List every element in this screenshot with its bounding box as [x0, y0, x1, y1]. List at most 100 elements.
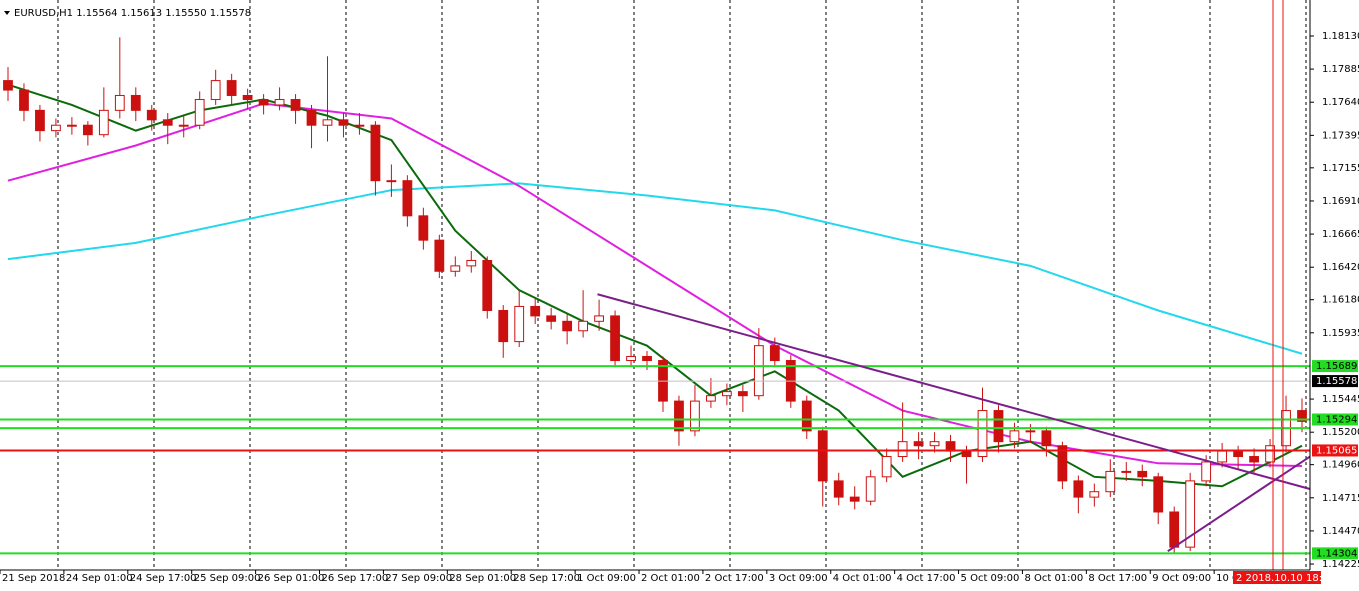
candle-body	[450, 265, 461, 272]
candle-body	[35, 109, 45, 132]
x-tick-label: 8 Oct 01:00	[1024, 573, 1083, 584]
y-tick-label: 1.17885	[1322, 64, 1359, 75]
menu-triangle	[4, 11, 10, 15]
x-tick-label: 4 Oct 01:00	[833, 573, 892, 584]
candle-body	[226, 80, 237, 96]
candle-body	[242, 94, 253, 101]
candle-body	[1265, 445, 1275, 463]
x-tick-label: 9 Oct 09:00	[1152, 573, 1211, 584]
candle-body	[434, 239, 445, 272]
candle-body	[929, 441, 940, 447]
time-marker: 2 2018.10.10 18:10	[1233, 571, 1335, 584]
candle-body	[1185, 480, 1196, 548]
candle-body	[82, 124, 93, 136]
x-tick-label: 28 Sep 17:00	[513, 573, 580, 584]
chart-title: EURUSD,H1 1.15564 1.15613 1.15550 1.1557…	[14, 8, 251, 19]
level-label-box	[1312, 547, 1358, 560]
candle-body	[1105, 470, 1116, 493]
candle-body	[290, 99, 301, 111]
candle-body	[721, 391, 732, 397]
y-tick-label: 1.17640	[1322, 97, 1359, 108]
candle-body	[114, 94, 125, 111]
candle-body	[178, 124, 189, 127]
candle-body	[610, 315, 620, 362]
candle-body	[1041, 430, 1052, 447]
trendline	[1167, 455, 1311, 553]
candle-body	[562, 320, 573, 332]
candle-body	[1057, 445, 1068, 482]
level-label: 1.15065	[1316, 445, 1357, 456]
y-tick-label: 1.16910	[1322, 196, 1359, 207]
candle-body	[258, 99, 269, 106]
time-marker-label: 2 2018.10.10 18:10	[1236, 573, 1335, 584]
candle-body	[338, 119, 349, 126]
candle-body	[1297, 410, 1307, 422]
candle-body	[530, 305, 541, 317]
x-tick-label: 2 Oct 01:00	[641, 573, 700, 584]
y-tick-label: 1.16420	[1322, 262, 1359, 273]
candle-body	[993, 410, 1004, 443]
level-label: 1.14304	[1316, 548, 1357, 559]
candle-body	[498, 309, 509, 343]
candle-body	[466, 259, 477, 267]
candle-body	[98, 109, 109, 136]
candle-body	[3, 80, 13, 91]
y-tick-label: 1.14225	[1322, 559, 1359, 570]
candle-body	[1169, 511, 1180, 548]
moving-average	[7, 83, 1303, 488]
candle-body	[546, 315, 557, 322]
level-label-box	[1312, 444, 1358, 457]
candle-body	[146, 109, 157, 121]
plot	[0, 37, 1311, 555]
candle-body	[706, 395, 716, 402]
candle-body	[753, 345, 764, 397]
x-tick-label: 8 Oct 17:00	[1088, 573, 1147, 584]
candle-body	[66, 124, 77, 127]
x-tick-label: 27 Sep 09:00	[385, 573, 452, 584]
candle-body	[1025, 430, 1036, 433]
candle-body	[482, 259, 493, 311]
candle-body	[1073, 480, 1084, 498]
candle-body	[1233, 450, 1244, 458]
candle-body	[594, 315, 604, 322]
candle-body	[194, 99, 205, 126]
candle-body	[306, 109, 317, 126]
x-tick-label: 28 Sep 01:00	[449, 573, 516, 584]
candle-body	[881, 456, 892, 478]
y-tick-label: 1.14470	[1322, 526, 1359, 537]
level-label: 1.15689	[1316, 361, 1357, 372]
candle-body	[418, 215, 429, 241]
current-price-box	[1312, 375, 1358, 388]
axes: 1.18130 1.17885 1.17640 1.17395 1.17155 1.169…	[0, 31, 1359, 584]
x-tick-label: 26 Sep 01:00	[258, 573, 325, 584]
candle-body	[514, 305, 525, 343]
candle-body	[1137, 470, 1148, 478]
candle-body	[913, 441, 924, 447]
y-tick-label: 1.14715	[1322, 493, 1359, 504]
candle-body	[817, 430, 828, 482]
candle-body	[322, 119, 333, 126]
x-tick-label: 26 Sep 17:00	[322, 573, 389, 584]
candle-body	[833, 480, 844, 498]
y-tick-label: 1.15445	[1322, 394, 1359, 405]
y-tick-label: 1.17155	[1322, 163, 1359, 174]
y-tick-label: 1.17395	[1322, 130, 1359, 141]
y-tick-label: 1.18130	[1322, 31, 1359, 42]
candle-body	[674, 400, 684, 432]
candle-body	[737, 391, 748, 397]
x-tick-label: 24 Sep 17:00	[130, 573, 197, 584]
level-label-box	[1312, 413, 1358, 426]
time-marker-box	[1233, 571, 1321, 584]
candle-body	[769, 345, 780, 362]
x-tick-label: 25 Sep 09:00	[194, 573, 261, 584]
level-label: 1.15294	[1316, 414, 1357, 425]
candle-body	[1201, 461, 1212, 482]
trendline	[597, 293, 1311, 490]
x-tick-label: 1 Oct 09:00	[577, 573, 636, 584]
candle-body	[961, 450, 972, 458]
y-tick-label: 1.16665	[1322, 229, 1359, 240]
candle-body	[130, 94, 141, 111]
y-tick-label: 1.15200	[1322, 427, 1359, 438]
